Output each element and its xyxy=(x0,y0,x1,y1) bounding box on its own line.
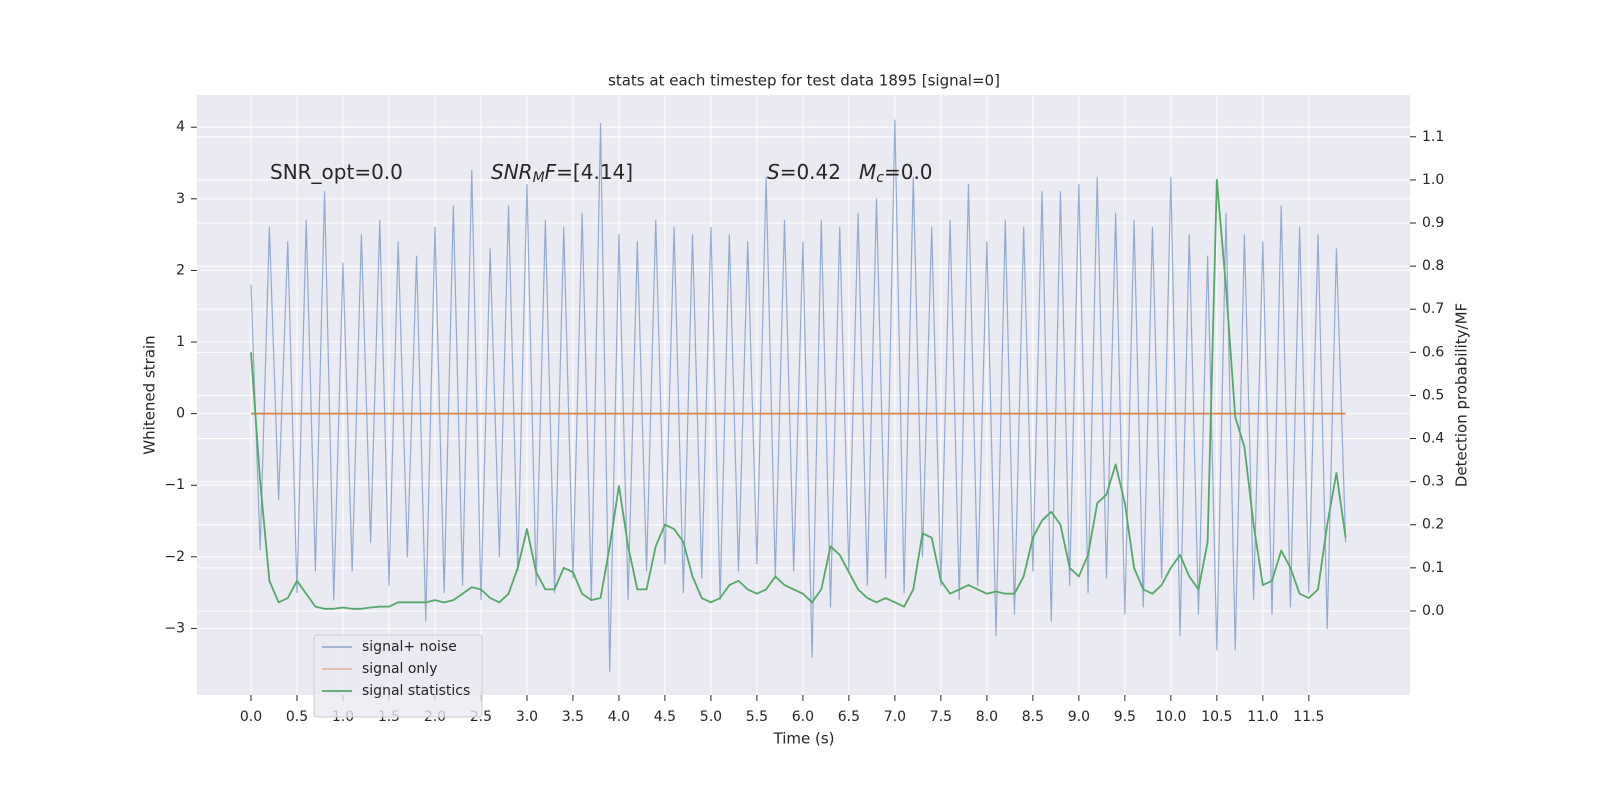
y2-tick-label: 0.5 xyxy=(1422,387,1444,403)
y2-tick-label: 0.6 xyxy=(1422,344,1444,360)
y2-tick-label: 0.3 xyxy=(1422,474,1444,490)
x-axis-label: Time (s) xyxy=(773,730,835,748)
annotation: Mc=0.0 xyxy=(859,160,933,187)
annotation-part: c xyxy=(876,170,884,186)
annotation: S=0.42 xyxy=(767,160,841,184)
x-tick-label: 0.5 xyxy=(286,709,308,725)
x-tick-label: 5.0 xyxy=(700,709,722,725)
legend-label: signal statistics xyxy=(362,683,470,699)
y2-tick-label: 0.0 xyxy=(1422,603,1444,619)
y2-tick-label: 0.9 xyxy=(1422,215,1444,231)
y-tick-label: −2 xyxy=(164,549,185,565)
x-tick-label: 4.5 xyxy=(654,709,676,725)
y-tick-label: −3 xyxy=(164,620,185,636)
x-tick-label: 6.5 xyxy=(838,709,860,725)
x-tick-label: 3.5 xyxy=(562,709,584,725)
x-tick-label: 4.0 xyxy=(608,709,630,725)
x-tick-label: 3.0 xyxy=(516,709,538,725)
x-tick-label: 5.5 xyxy=(746,709,768,725)
annotation-part: M xyxy=(533,170,545,186)
y-tick-label: 0 xyxy=(176,406,185,422)
y2-tick-label: 1.1 xyxy=(1422,129,1444,145)
y-tick-label: 3 xyxy=(176,191,185,207)
ticks: 0.00.51.01.52.02.53.03.54.04.55.05.56.06… xyxy=(164,119,1444,725)
y2-tick-label: 0.1 xyxy=(1422,560,1444,576)
annotation-part: M xyxy=(859,160,876,184)
x-tick-label: 8.5 xyxy=(1022,709,1044,725)
x-tick-label: 7.0 xyxy=(884,709,906,725)
annotation-part: S xyxy=(767,160,780,184)
series-line xyxy=(250,179,1347,610)
y2-axis-label: Detection probability/MF xyxy=(1453,303,1471,487)
y2-tick-label: 0.4 xyxy=(1422,431,1444,447)
y2-tick-label: 1.0 xyxy=(1422,172,1444,188)
legend-label: signal only xyxy=(362,661,437,677)
annotation-part: F xyxy=(545,160,557,184)
x-tick-label: 11.0 xyxy=(1247,709,1278,725)
y2-tick-label: 0.2 xyxy=(1422,517,1444,533)
x-tick-label: 10.5 xyxy=(1201,709,1232,725)
annotation-part: =[4.14] xyxy=(556,160,633,184)
annotation-part: =0.0 xyxy=(884,160,933,184)
x-tick-label: 10.0 xyxy=(1155,709,1186,725)
annotation: SNR_opt=0.0 xyxy=(270,160,403,184)
y-tick-label: 2 xyxy=(176,262,185,278)
y-tick-label: 1 xyxy=(176,334,185,350)
y-tick-label: 4 xyxy=(176,119,185,135)
x-tick-label: 6.0 xyxy=(792,709,814,725)
x-tick-label: 8.0 xyxy=(976,709,998,725)
y-axis-label: Whitened strain xyxy=(141,335,159,454)
x-tick-label: 7.5 xyxy=(930,709,952,725)
y2-tick-label: 0.8 xyxy=(1422,258,1444,274)
annotation-part: SNR_opt=0.0 xyxy=(270,160,403,184)
annotation: SNRMF=[4.14] xyxy=(491,160,633,187)
x-tick-label: 9.5 xyxy=(1114,709,1136,725)
legend-label: signal+ noise xyxy=(362,639,457,655)
x-tick-label: 0.0 xyxy=(240,709,262,725)
x-tick-label: 11.5 xyxy=(1293,709,1324,725)
legend-box xyxy=(313,634,483,718)
marks xyxy=(250,119,1347,672)
annotation-part: =0.42 xyxy=(780,160,841,184)
x-tick-label: 9.0 xyxy=(1068,709,1090,725)
annotation-part: SNR xyxy=(491,160,533,184)
y2-tick-label: 0.7 xyxy=(1422,301,1444,317)
y-tick-label: −1 xyxy=(164,477,185,493)
chart-title: stats at each timestep for test data 189… xyxy=(608,72,1000,90)
series-line xyxy=(250,119,1347,672)
